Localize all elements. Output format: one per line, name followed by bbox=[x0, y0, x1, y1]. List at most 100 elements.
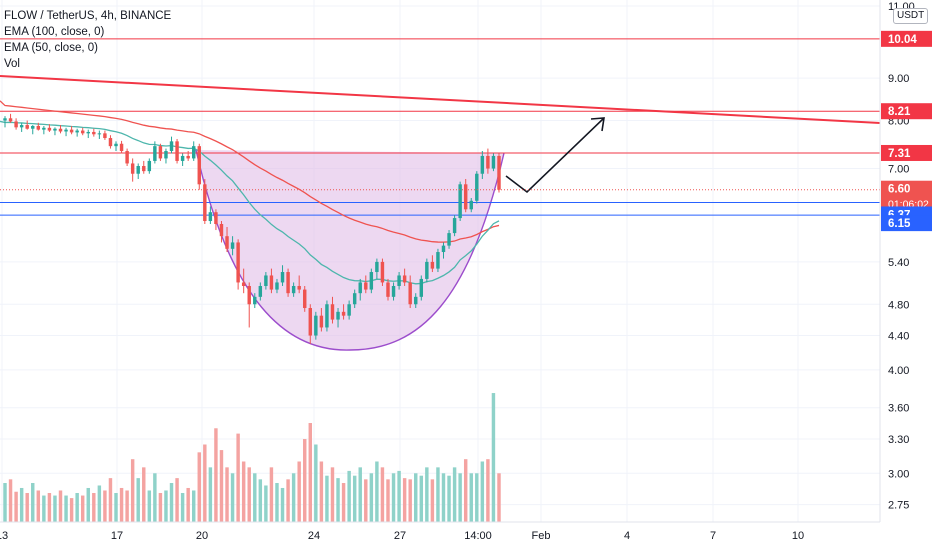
candle[interactable] bbox=[419, 275, 424, 301]
candle[interactable] bbox=[402, 268, 407, 286]
candle[interactable] bbox=[108, 135, 113, 149]
candle[interactable] bbox=[97, 130, 102, 139]
candle[interactable] bbox=[447, 230, 451, 249]
candle[interactable] bbox=[164, 148, 168, 164]
candle[interactable] bbox=[303, 285, 307, 312]
candle[interactable] bbox=[347, 300, 351, 320]
candle[interactable] bbox=[391, 282, 396, 301]
candle[interactable] bbox=[8, 113, 13, 123]
currency-button[interactable]: USDT bbox=[893, 8, 929, 24]
candle[interactable] bbox=[269, 268, 274, 294]
candle[interactable] bbox=[236, 239, 240, 290]
candle[interactable] bbox=[42, 125, 46, 135]
candle[interactable] bbox=[458, 181, 462, 222]
candle[interactable] bbox=[408, 275, 412, 309]
candle[interactable] bbox=[358, 278, 362, 301]
candle[interactable] bbox=[219, 221, 224, 243]
candle[interactable] bbox=[53, 127, 57, 136]
candle[interactable] bbox=[14, 118, 18, 130]
candle[interactable] bbox=[375, 258, 379, 279]
candle[interactable] bbox=[180, 153, 185, 166]
candle[interactable] bbox=[241, 268, 246, 294]
candle[interactable] bbox=[280, 265, 285, 286]
candle[interactable] bbox=[463, 178, 468, 213]
candle[interactable] bbox=[214, 209, 218, 231]
candle[interactable] bbox=[19, 122, 24, 132]
candle[interactable] bbox=[297, 275, 301, 294]
candle[interactable] bbox=[452, 215, 457, 237]
symbol-title[interactable]: FLOW / TetherUS, 4h, BINANCE bbox=[4, 10, 172, 22]
candle[interactable] bbox=[314, 311, 318, 340]
candle[interactable] bbox=[119, 140, 124, 154]
indicator-ema-100[interactable]: EMA (100, close, 0) bbox=[4, 26, 105, 38]
candle[interactable] bbox=[258, 282, 263, 301]
candle-body bbox=[364, 282, 368, 290]
candle[interactable] bbox=[414, 293, 418, 309]
candle[interactable] bbox=[47, 124, 52, 132]
candle[interactable] bbox=[153, 141, 157, 164]
candle[interactable] bbox=[58, 125, 63, 134]
candle[interactable] bbox=[186, 151, 190, 161]
candle[interactable] bbox=[136, 163, 140, 179]
candle[interactable] bbox=[386, 278, 390, 301]
candle[interactable] bbox=[497, 153, 501, 193]
candle[interactable] bbox=[291, 282, 296, 297]
candle[interactable] bbox=[247, 282, 251, 328]
candle[interactable] bbox=[253, 293, 257, 309]
candle[interactable] bbox=[114, 141, 118, 152]
candle[interactable] bbox=[397, 272, 401, 290]
candle[interactable] bbox=[64, 127, 68, 137]
candle[interactable] bbox=[441, 242, 446, 259]
candle[interactable] bbox=[158, 143, 163, 161]
candle[interactable] bbox=[286, 268, 290, 297]
candle[interactable] bbox=[486, 148, 490, 174]
candle[interactable] bbox=[336, 308, 340, 328]
candle[interactable] bbox=[25, 120, 29, 130]
candle[interactable] bbox=[3, 116, 7, 128]
candle[interactable] bbox=[341, 304, 346, 320]
candle[interactable] bbox=[103, 130, 107, 140]
candle[interactable] bbox=[36, 122, 41, 131]
candle[interactable] bbox=[225, 227, 229, 253]
indicator-ema-50[interactable]: EMA (50, close, 0) bbox=[4, 42, 98, 54]
candle[interactable] bbox=[175, 138, 179, 164]
candle[interactable] bbox=[80, 127, 85, 136]
candle[interactable] bbox=[325, 300, 329, 332]
candle-body bbox=[258, 285, 263, 297]
candle[interactable] bbox=[469, 197, 473, 213]
candle[interactable] bbox=[330, 296, 335, 324]
candle[interactable] bbox=[147, 158, 152, 174]
candle[interactable] bbox=[69, 125, 74, 135]
candle[interactable] bbox=[480, 151, 485, 179]
candle[interactable] bbox=[86, 129, 90, 139]
candle[interactable] bbox=[203, 178, 207, 224]
candle[interactable] bbox=[208, 206, 213, 224]
candle[interactable] bbox=[308, 304, 313, 344]
candle[interactable] bbox=[191, 141, 196, 161]
descending-trendline[interactable] bbox=[0, 75, 881, 124]
candle[interactable] bbox=[364, 275, 368, 294]
candle[interactable] bbox=[125, 148, 129, 166]
candle[interactable] bbox=[275, 278, 279, 294]
candle[interactable] bbox=[319, 308, 324, 332]
candle[interactable] bbox=[142, 160, 146, 174]
candle[interactable] bbox=[92, 128, 96, 137]
candle[interactable] bbox=[430, 255, 435, 273]
candle[interactable] bbox=[169, 136, 174, 154]
candle[interactable] bbox=[491, 153, 496, 172]
candle[interactable] bbox=[31, 125, 35, 135]
candle[interactable] bbox=[75, 128, 79, 137]
candle[interactable] bbox=[230, 236, 235, 256]
candle[interactable] bbox=[264, 272, 268, 290]
candle[interactable] bbox=[352, 289, 357, 309]
candle[interactable] bbox=[130, 158, 135, 182]
projection-path[interactable] bbox=[505, 117, 605, 194]
candle[interactable] bbox=[425, 258, 429, 283]
indicator-volume[interactable]: Vol bbox=[4, 58, 20, 70]
candle[interactable] bbox=[380, 258, 385, 286]
candle[interactable] bbox=[436, 248, 440, 273]
candle[interactable] bbox=[369, 268, 374, 294]
candle[interactable] bbox=[475, 171, 479, 204]
candle[interactable] bbox=[197, 143, 201, 190]
